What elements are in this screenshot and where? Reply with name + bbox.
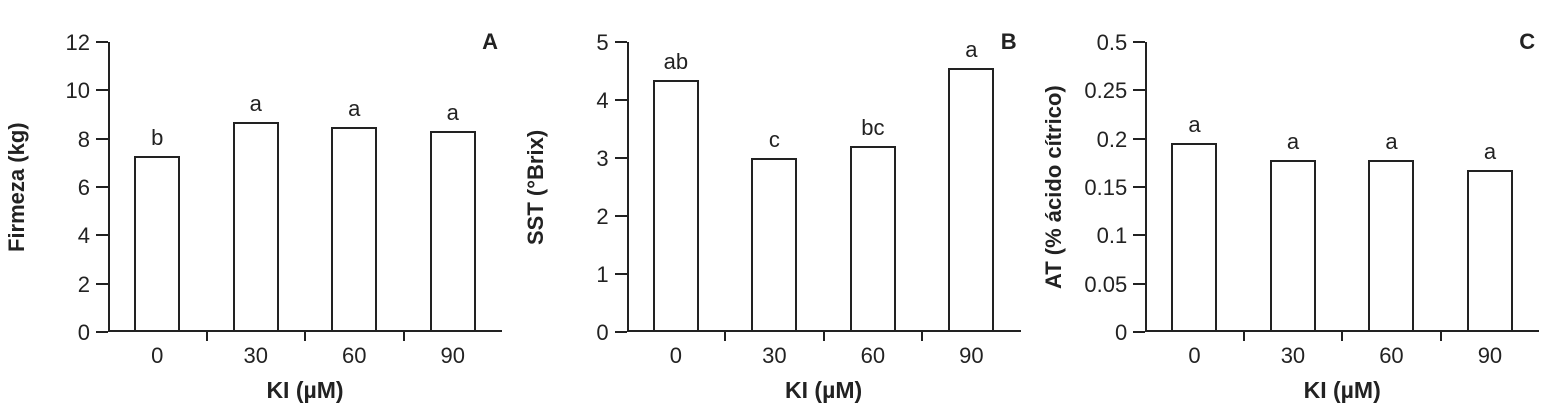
- chart-panel-c: AT (% ácido cítrico) 0 0.05 0.1 0.15 0.2 0.25 0…: [1037, 0, 1556, 418]
- x-tick-label: 0: [1188, 343, 1201, 368]
- x-tick-label: 30: [1280, 343, 1306, 368]
- y-tick-mark: [96, 234, 108, 237]
- bar-significance-label: c: [768, 127, 780, 152]
- bar: [1466, 170, 1513, 332]
- x-tick-label: 60: [1379, 343, 1404, 368]
- y-tick-label: 6: [77, 175, 90, 200]
- bar-significance-label: ab: [663, 49, 689, 74]
- y-tick-mark: [614, 157, 627, 159]
- bar-significance-label: a: [1286, 129, 1300, 154]
- plot-area: [108, 42, 502, 332]
- y-tick-label: 3: [596, 146, 609, 171]
- y-tick-mark: [1133, 186, 1146, 188]
- panel-letter: A: [482, 29, 498, 54]
- y-tick-mark: [1133, 41, 1146, 43]
- y-tick-label: 8: [77, 126, 90, 152]
- bar: [1269, 160, 1316, 332]
- y-tick-mark: [96, 89, 108, 92]
- y-tick-mark: [614, 331, 627, 333]
- chart-panel-a: Firmeza (kg) 0 2 4 6 8 10 12 b 0 a 30 a 60 a 90 KI (µM) A: [0, 0, 519, 418]
- y-tick-label: 10: [65, 78, 90, 104]
- x-tick-mark: [724, 332, 727, 341]
- y-tick-label: 12: [65, 30, 90, 55]
- bar: [849, 146, 896, 332]
- y-tick-label: 0.5: [1096, 30, 1128, 55]
- y-tick-mark: [614, 99, 627, 101]
- y-axis-label: SST (°Brix): [522, 129, 548, 245]
- bar: [948, 68, 995, 332]
- x-tick-mark: [304, 332, 306, 341]
- y-tick-mark: [96, 282, 108, 285]
- y-tick-mark: [614, 215, 627, 217]
- x-tick-mark: [822, 332, 825, 341]
- panel-letter: C: [1519, 29, 1536, 54]
- y-tick-label: 2: [77, 271, 90, 297]
- y-tick-mark: [1133, 282, 1146, 285]
- x-tick-label: 30: [762, 343, 787, 368]
- y-tick-label: 0.25: [1084, 78, 1128, 104]
- y-tick-label: 0.05: [1084, 271, 1128, 297]
- x-tick-mark: [1439, 332, 1442, 341]
- x-tick-label: 90: [440, 343, 465, 368]
- bar: [652, 80, 699, 332]
- x-axis-label: KI (µM): [266, 377, 344, 403]
- y-tick-mark: [614, 41, 627, 43]
- y-tick-mark: [1133, 331, 1146, 333]
- bar-significance-label: a: [965, 37, 978, 62]
- y-tick-mark: [96, 186, 108, 188]
- y-tick-label: 0.15: [1084, 175, 1128, 200]
- bar-significance-label: a: [1483, 139, 1497, 164]
- x-tick-label: 60: [860, 343, 886, 368]
- bar: [134, 156, 181, 332]
- x-tick-label: 90: [959, 343, 984, 368]
- bar: [1368, 160, 1415, 332]
- y-tick-label: 0.2: [1096, 126, 1128, 152]
- y-tick-mark: [96, 137, 108, 140]
- bar: [1171, 143, 1218, 332]
- x-tick-label: 0: [669, 343, 682, 368]
- x-tick-mark: [402, 332, 405, 341]
- y-tick-label: 4: [77, 223, 90, 249]
- bar: [429, 131, 476, 332]
- y-tick-mark: [1133, 89, 1146, 92]
- y-tick-label: 0.1: [1096, 223, 1128, 249]
- bar-significance-label: a: [348, 96, 361, 121]
- panel-letter: B: [1000, 29, 1017, 54]
- x-tick-mark: [921, 332, 924, 341]
- bar: [331, 127, 378, 332]
- bar: [232, 122, 279, 332]
- y-tick-label: 0: [596, 320, 609, 345]
- x-tick-mark: [1242, 332, 1245, 341]
- bar-significance-label: b: [151, 125, 164, 150]
- x-axis-label: KI (µM): [1303, 377, 1381, 403]
- y-tick-mark: [614, 273, 627, 275]
- y-tick-mark: [96, 41, 108, 43]
- chart-panel-b: SST (°Brix) 0 1 2 3 4 5 ab 0 c 30 bc 60 a 90 KI (µM) B: [519, 0, 1038, 418]
- x-tick-mark: [1341, 332, 1344, 341]
- y-tick-mark: [96, 331, 108, 333]
- bar-significance-label: a: [249, 91, 262, 116]
- y-tick-label: 4: [596, 88, 609, 113]
- x-tick-label: 30: [243, 343, 268, 368]
- bar: [751, 158, 798, 332]
- y-tick-label: 1: [596, 262, 609, 287]
- y-tick-mark: [1133, 137, 1146, 140]
- x-tick-label: 90: [1477, 343, 1503, 368]
- x-tick-mark: [205, 332, 208, 341]
- bar-significance-label: a: [1188, 112, 1201, 137]
- y-tick-label: 0: [1114, 320, 1128, 345]
- x-axis-label: KI (µM): [785, 377, 863, 403]
- x-tick-label: 60: [342, 343, 367, 368]
- bar-significance-label: a: [446, 100, 459, 125]
- plot-area: [1145, 42, 1540, 332]
- y-tick-label: 0: [77, 320, 90, 345]
- bar-significance-label: a: [1385, 129, 1398, 154]
- x-tick-label: 0: [151, 343, 164, 368]
- plot-area: [626, 42, 1021, 332]
- y-tick-label: 5: [596, 30, 609, 55]
- y-tick-mark: [1133, 234, 1146, 237]
- bar-significance-label: bc: [861, 115, 885, 140]
- y-tick-label: 2: [596, 204, 609, 229]
